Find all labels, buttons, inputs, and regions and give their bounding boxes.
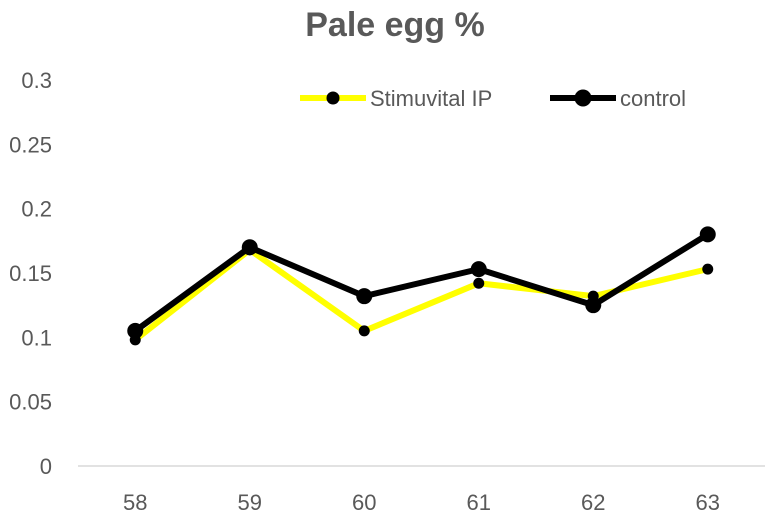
x-axis-ticks: 58 59 60 61 62 63 — [123, 490, 720, 515]
data-point — [356, 288, 373, 305]
y-tick-label: 0.15 — [9, 261, 52, 286]
series-group — [127, 226, 716, 346]
y-tick-label: 0 — [40, 454, 52, 479]
x-tick-label: 62 — [581, 490, 605, 515]
y-tick-label: 0.05 — [9, 390, 52, 415]
x-tick-label: 59 — [238, 490, 262, 515]
data-point — [473, 277, 485, 289]
x-tick-label: 63 — [696, 490, 720, 515]
legend-item: Stimuvital IP — [300, 86, 492, 111]
legend-marker — [326, 91, 340, 105]
x-tick-label: 60 — [352, 490, 376, 515]
data-point — [470, 261, 487, 278]
data-point — [585, 297, 602, 314]
legend-marker — [574, 89, 592, 107]
legend-label: Stimuvital IP — [370, 86, 492, 111]
y-tick-label: 0.3 — [21, 68, 52, 93]
legend-item: control — [550, 86, 686, 111]
x-tick-label: 58 — [123, 490, 147, 515]
y-axis-ticks: 0 0.05 0.1 0.15 0.2 0.25 0.3 — [9, 68, 52, 479]
series-control — [127, 226, 716, 339]
x-tick-label: 61 — [467, 490, 491, 515]
legend: Stimuvital IP control — [300, 86, 686, 111]
y-tick-label: 0.1 — [21, 325, 52, 350]
y-tick-label: 0.25 — [9, 132, 52, 157]
series-stimuvital-ip — [129, 244, 714, 346]
data-point — [241, 239, 258, 256]
series-line — [132, 246, 711, 343]
data-point — [699, 226, 716, 243]
data-point — [358, 325, 370, 337]
chart-title: Pale egg % — [305, 6, 485, 44]
legend-label: control — [620, 86, 686, 111]
data-point — [702, 263, 714, 275]
series-line — [132, 231, 711, 334]
y-tick-label: 0.2 — [21, 197, 52, 222]
data-point — [127, 322, 144, 339]
